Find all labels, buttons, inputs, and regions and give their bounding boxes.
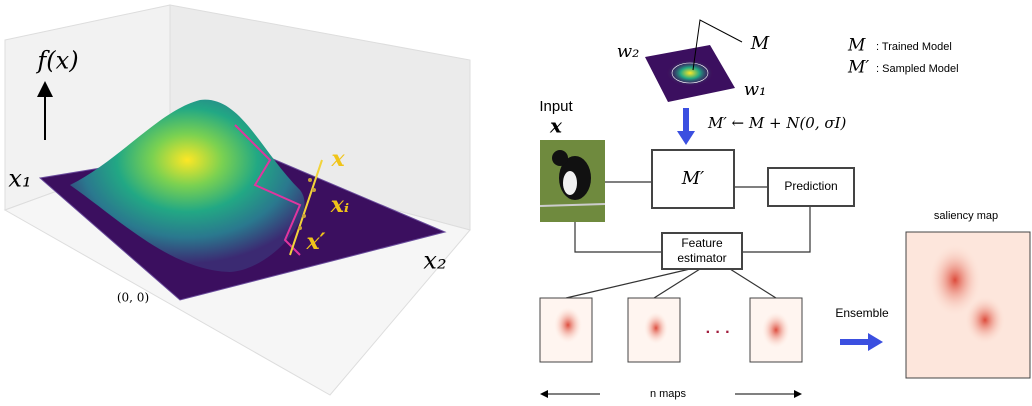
legend-text: : Trained Model [876,41,952,53]
feature-label: Feature [681,236,723,250]
w1-label: w₁ [744,79,767,100]
x1-label: x₁ [8,165,31,193]
input-image [540,140,605,222]
w2-label: w₂ [617,41,640,62]
point-xi: xᵢ [330,192,349,218]
sample-arrow-head [677,131,695,145]
sampling-formula: M′ ← M + N(0, σI) [707,114,847,132]
diagram: f(x) x₁ x₂ (0, 0) x xᵢ x′ w₂ w₁ M M : Tr… [0,0,1032,406]
axis-label: f(x) [35,47,78,75]
feature-label: estimator [677,251,726,265]
saliency-title: saliency map [934,210,998,222]
sampled-model: M′ [681,168,705,189]
input-symbol: x [549,114,563,138]
ellipsis: · · · [706,324,731,341]
prediction-label: Prediction [784,179,837,193]
model-label: M [750,33,770,54]
legend-symbol: M [847,36,866,56]
x2-label: x₂ [423,247,446,275]
saliency-map [906,232,1030,378]
point-x: x [330,146,345,172]
input-label: Input [539,98,573,115]
ensemble-arrow-head [868,333,883,351]
legend-text: : Sampled Model [876,63,959,75]
maps [540,298,802,362]
ensemble-label: Ensemble [835,306,889,320]
n-maps-label: n maps [650,388,687,400]
legend-symbol: M′ [847,58,869,78]
point-xprime: x′ [306,229,326,255]
origin-label: (0, 0) [117,291,149,305]
